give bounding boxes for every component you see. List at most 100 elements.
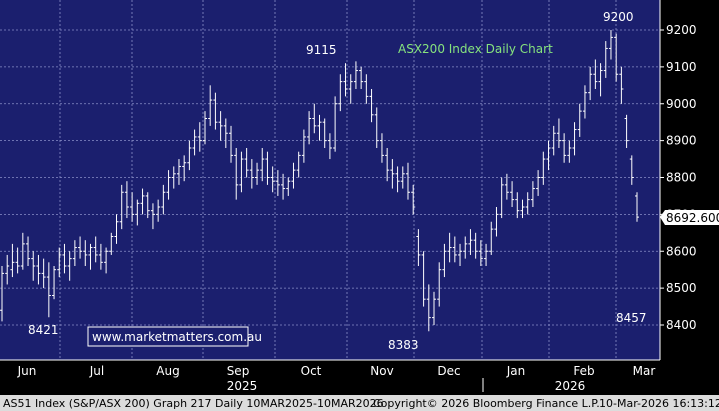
ohlc-bar [598, 63, 603, 97]
ohlc-bar [124, 181, 129, 219]
ohlc-bar [562, 133, 567, 163]
ohlc-bar [551, 125, 556, 156]
ohlc-bar [353, 61, 358, 89]
ohlc-bar [458, 243, 463, 266]
ohlc-bar [176, 159, 181, 185]
ohlc-bar [390, 159, 395, 189]
x-tick-label: Jan [506, 364, 526, 378]
ohlc-bar [307, 111, 312, 145]
ohlc-bar [156, 199, 161, 222]
ohlc-bar [249, 159, 254, 189]
ohlc-bar [88, 243, 93, 270]
ohlc-bar [234, 148, 239, 200]
ohlc-bar [510, 181, 515, 207]
last-price-label: 8692.600 [666, 211, 719, 225]
ohlc-bar [379, 133, 384, 163]
ohlc-bar [525, 192, 530, 215]
grid-lines [0, 0, 660, 360]
ohlc-bar [10, 243, 15, 278]
ohlc-bar [567, 140, 572, 163]
y-tick-label: 8400 [666, 318, 697, 332]
ohlc-bar [348, 74, 353, 104]
ohlc-bar [182, 155, 187, 182]
ohlc-bar [312, 103, 317, 134]
ohlc-bar [395, 166, 400, 193]
y-tick-label: 8600 [666, 244, 697, 258]
ohlc-bar [145, 192, 150, 219]
y-tick-label: 8800 [666, 171, 697, 185]
ohlc-bar [255, 162, 260, 185]
ohlc-bar [624, 114, 629, 148]
ohlc-bar [437, 262, 442, 307]
ohlc-bar [400, 166, 405, 189]
x-tick-label: Mar [633, 364, 656, 378]
x-tick-label: Aug [156, 364, 179, 378]
ohlc-bar [31, 251, 36, 281]
ohlc-bar [452, 236, 457, 263]
ohlc-bar [530, 181, 535, 207]
footer-center: Copyright© 2026 Bloomberg Finance L.P. [373, 397, 600, 410]
x-tick-label: Feb [573, 364, 594, 378]
ohlc-bar [603, 41, 608, 78]
ohlc-bar [447, 232, 452, 263]
ohlc-bar [333, 96, 338, 152]
ohlc-bar [244, 148, 249, 178]
y-tick-label: 8500 [666, 281, 697, 295]
ohlc-bar [260, 148, 265, 182]
ohlc-bar [275, 170, 280, 196]
ohlc-bar [171, 166, 176, 189]
ohlc-bar [338, 74, 343, 112]
footer-left: AS51 Index (S&P/ASX 200) Graph 217 Daily… [3, 397, 384, 410]
ohlc-bar [291, 162, 296, 189]
x-tick-label: Jun [17, 364, 37, 378]
ohlc-bar [93, 236, 98, 263]
ohlc-bar [62, 243, 67, 274]
ohlc-bar [140, 188, 145, 215]
ohlc-bar [432, 291, 437, 325]
ohlc-bar [374, 107, 379, 148]
ohlc-bar [20, 232, 25, 270]
ohlc-bar [281, 173, 286, 200]
ohlc-bar [296, 151, 301, 178]
ohlc-bar [556, 118, 561, 148]
ohlc-bar [421, 251, 426, 307]
ohlc-bar [265, 151, 270, 185]
watermark-box[interactable]: www.marketmatters.com.au [87, 326, 262, 347]
x-tick-label: Oct [301, 364, 322, 378]
ohlc-bar [364, 74, 369, 104]
ohlc-bar [192, 129, 197, 156]
ohlc-bar [150, 203, 155, 230]
ohlc-bar [202, 111, 207, 145]
annotation-low-8421: 8421 [28, 323, 59, 337]
ohlc-bar [239, 151, 244, 193]
ohlc-bar [619, 66, 624, 104]
ohlc-bar [270, 166, 275, 193]
y-tick-label: 8900 [666, 134, 697, 148]
ohlc-bar [57, 247, 62, 278]
watermark-text[interactable]: www.marketmatters.com.au [92, 330, 262, 344]
ohlc-bar [114, 214, 119, 244]
footer-bar: AS51 Index (S&P/ASX 200) Graph 217 Daily… [0, 395, 719, 411]
y-tick-label: 9100 [666, 60, 697, 74]
ohlc-bar [46, 262, 51, 318]
ohlc-bar [635, 192, 639, 222]
ohlc-bar [608, 30, 613, 60]
ohlc-bar [614, 33, 619, 82]
ohlc-bar [218, 111, 223, 141]
ohlc-bar [78, 236, 83, 259]
y-tick-label: 9000 [666, 97, 697, 111]
ohlc-bar [385, 148, 390, 182]
ohlc-bar [405, 162, 410, 200]
ohlc-bar [504, 173, 509, 200]
year-label-2025: 2025 [227, 379, 258, 393]
chart-title: ASX200 Index Daily Chart [398, 42, 553, 56]
ohlc-bar [572, 122, 577, 156]
annotation-low-8457: 8457 [616, 311, 647, 325]
x-tick-label: Dec [437, 364, 460, 378]
ohlc-bar [322, 118, 327, 148]
ohlc-bar [577, 103, 582, 137]
x-tick-label: Nov [370, 364, 393, 378]
ohlc-bar [5, 254, 10, 285]
ohlc-bar [26, 236, 31, 266]
ohlc-bar [161, 184, 166, 215]
